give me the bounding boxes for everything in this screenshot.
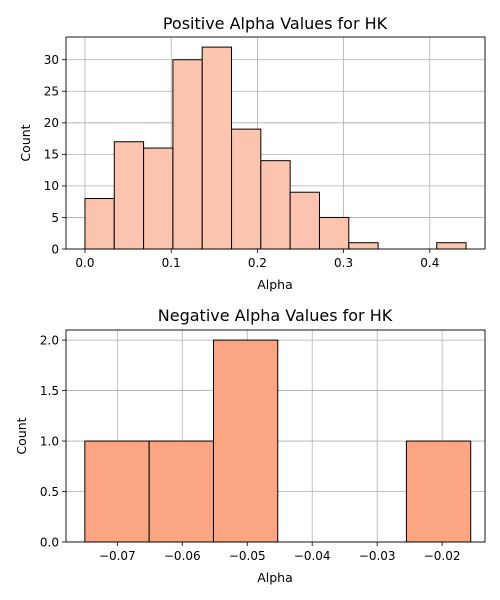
- histogram-bar: [143, 147, 174, 250]
- histogram-bar: [405, 440, 472, 543]
- y-axis-label: Count: [18, 124, 33, 161]
- chart-negative-alpha: Negative Alpha Values for HK −0.07 −0.06−…: [14, 306, 486, 585]
- histogram-bar: [172, 59, 203, 250]
- y-tick-label: 15: [44, 148, 59, 162]
- x-tick-label: −0.07: [99, 549, 136, 563]
- y-tick-label: 0.5: [40, 485, 59, 499]
- x-tick-label: −0.02: [424, 549, 461, 563]
- y-tick-label: 1.0: [40, 434, 59, 448]
- y-tick-label: 20: [44, 116, 59, 130]
- x-axis-ticks: 0.0 0.1 0.2 0.3 0.4: [75, 249, 439, 270]
- y-tick-label: 1.5: [40, 384, 59, 398]
- y-tick-label: 10: [44, 179, 59, 193]
- histogram-bar: [84, 440, 150, 543]
- x-tick-label: −0.05: [229, 549, 266, 563]
- histogram-bar: [84, 198, 115, 250]
- x-tick-label: 0.2: [248, 256, 267, 270]
- histogram-bar: [318, 216, 350, 250]
- histogram-bar: [148, 440, 214, 543]
- histogram-bar: [260, 160, 291, 250]
- y-axis-ticks: 0 5 10 15 20 25 30: [44, 53, 66, 256]
- histogram-bar: [436, 242, 467, 250]
- histogram-bar: [113, 141, 145, 250]
- plot-frame: [65, 329, 486, 543]
- y-tick-label: 25: [44, 85, 59, 99]
- x-tick-label: −0.03: [359, 549, 396, 563]
- chart-positive-alpha: Positive Alpha Values for HK 0.0 0.1 0.2 0.…: [18, 14, 486, 292]
- x-axis-label: Alpha: [257, 570, 293, 585]
- x-tick-label: 0.3: [334, 256, 353, 270]
- x-tick-label: 0.4: [420, 256, 439, 270]
- histogram-bar: [201, 46, 233, 250]
- plot-frame: [65, 36, 486, 250]
- chart-title: Positive Alpha Values for HK: [163, 14, 388, 33]
- histogram-bar: [348, 242, 379, 250]
- chart-title: Negative Alpha Values for HK: [158, 306, 393, 325]
- histogram-bar: [231, 128, 262, 250]
- histogram-bar: [289, 191, 320, 250]
- y-tick-label: 0: [51, 242, 59, 256]
- y-tick-label: 0.0: [40, 535, 59, 549]
- y-axis-label: Count: [14, 417, 29, 454]
- histogram-bars: [84, 46, 467, 250]
- y-tick-label: 30: [44, 53, 59, 67]
- y-tick-label: 2.0: [40, 333, 59, 347]
- y-axis-ticks: 0.0 0.5 1.0 1.5 2.0: [40, 333, 66, 549]
- histogram-bar: [212, 339, 279, 543]
- x-tick-label: 0.1: [162, 256, 181, 270]
- x-tick-label: −0.06: [164, 549, 201, 563]
- histogram-bars: [84, 339, 472, 543]
- x-axis-label: Alpha: [257, 277, 293, 292]
- x-tick-label: −0.04: [294, 549, 331, 563]
- x-axis-ticks: −0.07 −0.06 −0.05 −0.04 −0.03 −0.02: [99, 542, 461, 563]
- x-tick-label: 0.0: [75, 256, 94, 270]
- y-tick-label: 5: [51, 211, 59, 225]
